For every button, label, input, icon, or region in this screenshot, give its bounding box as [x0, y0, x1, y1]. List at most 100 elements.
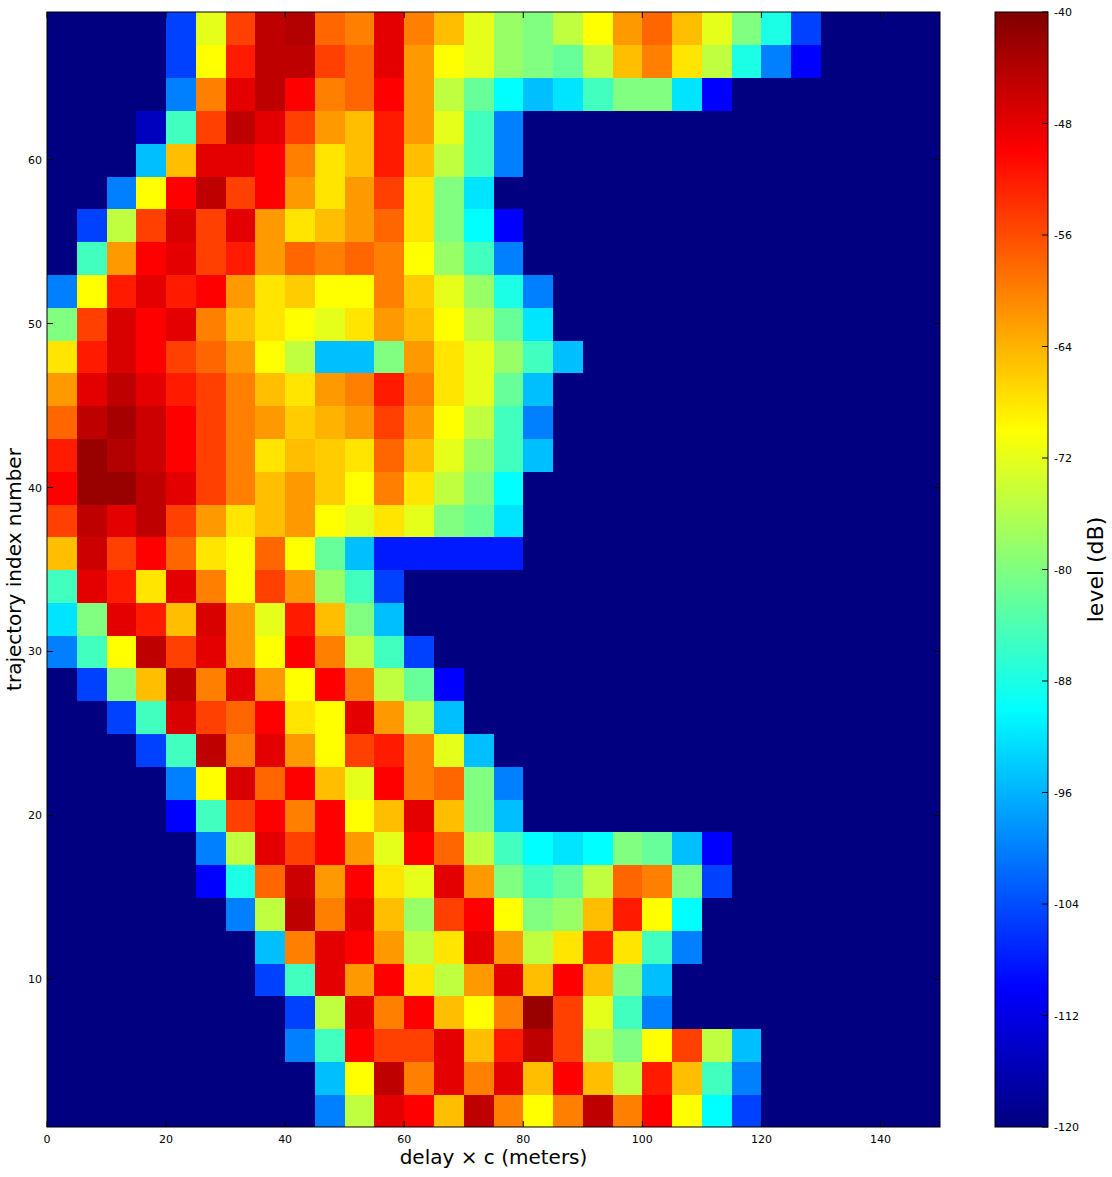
heatmap-cell: [494, 865, 524, 898]
heatmap-cell: [702, 12, 732, 45]
heatmap-cell: [196, 602, 226, 635]
heatmap-cell: [136, 110, 166, 143]
heatmap-cell: [166, 733, 196, 766]
heatmap-cell: [345, 176, 375, 209]
heatmap-cell: [672, 373, 702, 406]
heatmap-cell: [494, 930, 524, 963]
heatmap-cell: [107, 45, 137, 78]
heatmap-cell: [464, 110, 494, 143]
heatmap-cell: [345, 471, 375, 504]
heatmap-cell: [732, 602, 762, 635]
heatmap-cell: [791, 438, 821, 471]
heatmap-cell: [553, 78, 583, 111]
heatmap-cell: [494, 570, 524, 603]
heatmap-cell: [404, 1029, 434, 1062]
heatmap-cell: [226, 930, 256, 963]
heatmap-cell: [732, 570, 762, 603]
y-tick: [934, 487, 940, 488]
x-tick: [523, 12, 524, 18]
heatmap-cell: [910, 242, 940, 275]
heatmap-cell: [494, 1029, 524, 1062]
heatmap-cell: [464, 1029, 494, 1062]
heatmap-cell: [791, 570, 821, 603]
heatmap-cell: [285, 471, 315, 504]
heatmap-cell: [672, 209, 702, 242]
heatmap-cell: [315, 110, 345, 143]
heatmap-cell: [821, 438, 851, 471]
heatmap-cell: [285, 996, 315, 1029]
heatmap-cell: [791, 406, 821, 439]
heatmap-cell: [136, 602, 166, 635]
heatmap-cell: [464, 504, 494, 537]
heatmap-cell: [404, 504, 434, 537]
colorbar-tick: [1042, 569, 1048, 570]
heatmap-cell: [791, 996, 821, 1029]
heatmap-cell: [583, 1061, 613, 1094]
heatmap-cell: [523, 733, 553, 766]
chart: 020406080100120140102030405060delay × c …: [0, 0, 1112, 1177]
y-tick-label: 50: [28, 318, 42, 331]
heatmap-cell: [345, 963, 375, 996]
heatmap-cell: [672, 570, 702, 603]
heatmap-cell: [77, 176, 107, 209]
heatmap-cell: [672, 176, 702, 209]
heatmap-cell: [255, 45, 285, 78]
heatmap-cell: [255, 701, 285, 734]
heatmap-cell: [702, 373, 732, 406]
heatmap-cell: [880, 438, 910, 471]
heatmap-cell: [255, 865, 285, 898]
heatmap-cell: [821, 963, 851, 996]
heatmap-cell: [77, 766, 107, 799]
heatmap-cell: [166, 12, 196, 45]
heatmap-cell: [583, 766, 613, 799]
heatmap-cell: [583, 570, 613, 603]
heatmap-cell: [107, 865, 137, 898]
heatmap-cell: [851, 504, 881, 537]
heatmap-cell: [226, 110, 256, 143]
heatmap-cell: [315, 1029, 345, 1062]
heatmap-cell: [672, 110, 702, 143]
heatmap-cell: [910, 963, 940, 996]
heatmap-cell: [613, 373, 643, 406]
heatmap-cell: [583, 963, 613, 996]
x-tick: [47, 12, 48, 18]
heatmap-cell: [77, 471, 107, 504]
heatmap-cell: [434, 1029, 464, 1062]
heatmap-cell: [47, 799, 77, 832]
heatmap-cell: [226, 832, 256, 865]
heatmap-cell: [880, 832, 910, 865]
heatmap-cell: [166, 45, 196, 78]
heatmap-cell: [761, 373, 791, 406]
heatmap-cell: [821, 701, 851, 734]
heatmap-cell: [136, 963, 166, 996]
heatmap-cell: [642, 438, 672, 471]
heatmap-cell: [374, 373, 404, 406]
heatmap-cell: [523, 176, 553, 209]
heatmap-cell: [494, 78, 524, 111]
heatmap-cell: [642, 110, 672, 143]
heatmap-cell: [107, 471, 137, 504]
heatmap-cell: [166, 635, 196, 668]
heatmap-cell: [910, 373, 940, 406]
heatmap-cell: [196, 12, 226, 45]
heatmap-cell: [255, 766, 285, 799]
heatmap-cell: [315, 537, 345, 570]
heatmap-cell: [166, 930, 196, 963]
heatmap-cell: [255, 602, 285, 635]
heatmap-cell: [285, 110, 315, 143]
heatmap-cell: [583, 406, 613, 439]
heatmap-cell: [166, 668, 196, 701]
heatmap-cell: [702, 1094, 732, 1127]
heatmap-cell: [672, 12, 702, 45]
heatmap-cell: [702, 733, 732, 766]
heatmap-cell: [821, 209, 851, 242]
heatmap-cell: [166, 340, 196, 373]
heatmap-cell: [434, 570, 464, 603]
heatmap-cell: [226, 504, 256, 537]
heatmap-cells: [47, 12, 940, 1127]
heatmap-cell: [47, 865, 77, 898]
heatmap-cell: [851, 1094, 881, 1127]
heatmap-cell: [226, 1029, 256, 1062]
heatmap-cell: [494, 963, 524, 996]
heatmap-cell: [77, 865, 107, 898]
